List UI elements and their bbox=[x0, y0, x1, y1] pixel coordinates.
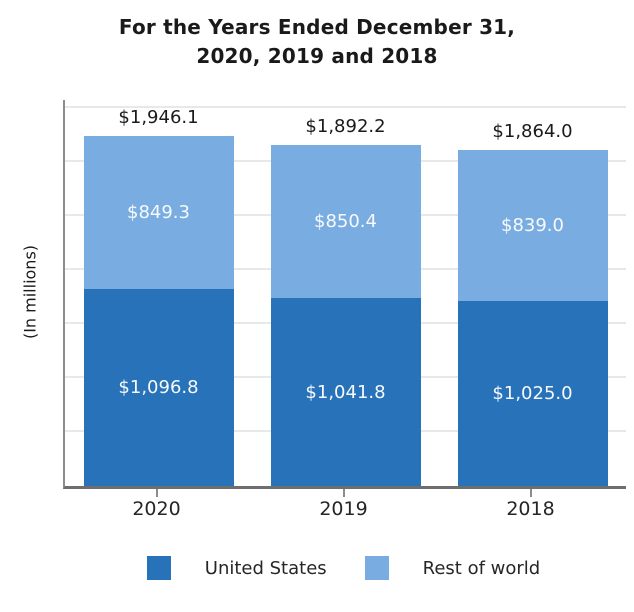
chart-title-line-1: For the Years Ended December 31, bbox=[118, 15, 516, 39]
legend-label-united-states: United States bbox=[204, 557, 327, 579]
x-tick-2019 bbox=[342, 489, 345, 497]
bar-value-label-2018-rest-of-world: $839.0 bbox=[501, 215, 564, 237]
bar-total-label-2020: $1,946.1 bbox=[118, 106, 199, 128]
x-tick-label-2018: 2018 bbox=[506, 498, 555, 520]
bar-2020-rest-of-world: $849.3 bbox=[83, 135, 234, 289]
legend-swatch-rest-of-world-icon bbox=[364, 556, 389, 580]
legend: United States Rest of world bbox=[63, 556, 624, 580]
bar-value-label-2018-united-states: $1,025.0 bbox=[492, 383, 573, 405]
bar-value-label-2020-united-states: $1,096.8 bbox=[118, 376, 199, 398]
bar-total-label-2019: $1,892.2 bbox=[305, 116, 386, 138]
x-axis-labels: 2020 2019 2018 bbox=[63, 498, 624, 524]
x-tick-label-2020: 2020 bbox=[132, 498, 181, 520]
gridline bbox=[65, 105, 626, 108]
bar-value-label-2020-rest-of-world: $849.3 bbox=[127, 201, 190, 223]
legend-item-united-states: United States bbox=[146, 556, 327, 580]
legend-label-rest-of-world: Rest of world bbox=[422, 557, 541, 579]
x-tick-2020 bbox=[155, 489, 158, 497]
y-axis-label-text: (In millions) bbox=[20, 244, 40, 340]
legend-swatch-united-states-icon bbox=[146, 556, 171, 580]
x-axis-ticks bbox=[63, 489, 624, 497]
bar-total-label-2018: $1,864.0 bbox=[492, 121, 573, 143]
bar-2018-rest-of-world: $839.0 bbox=[457, 150, 608, 302]
plot-area: $1,096.8 $849.3 $1,946.1 $1,041.8 $850.4 $1,8… bbox=[63, 100, 626, 489]
bar-2020-united-states: $1,096.8 bbox=[83, 288, 234, 486]
chart-title: For the Years Ended December 31, 2020, 2… bbox=[0, 13, 634, 71]
bar-2019-united-states: $1,041.8 bbox=[270, 298, 421, 486]
bar-2018-united-states: $1,025.0 bbox=[457, 301, 608, 486]
x-tick-2018 bbox=[529, 489, 532, 497]
bar-value-label-2019-united-states: $1,041.8 bbox=[305, 381, 386, 403]
bar-value-label-2019-rest-of-world: $850.4 bbox=[314, 211, 377, 233]
legend-item-rest-of-world: Rest of world bbox=[364, 556, 541, 580]
chart-title-line-2: 2020, 2019 and 2018 bbox=[196, 44, 438, 68]
bar-2019-rest-of-world: $850.4 bbox=[270, 145, 421, 299]
x-tick-label-2019: 2019 bbox=[319, 498, 368, 520]
